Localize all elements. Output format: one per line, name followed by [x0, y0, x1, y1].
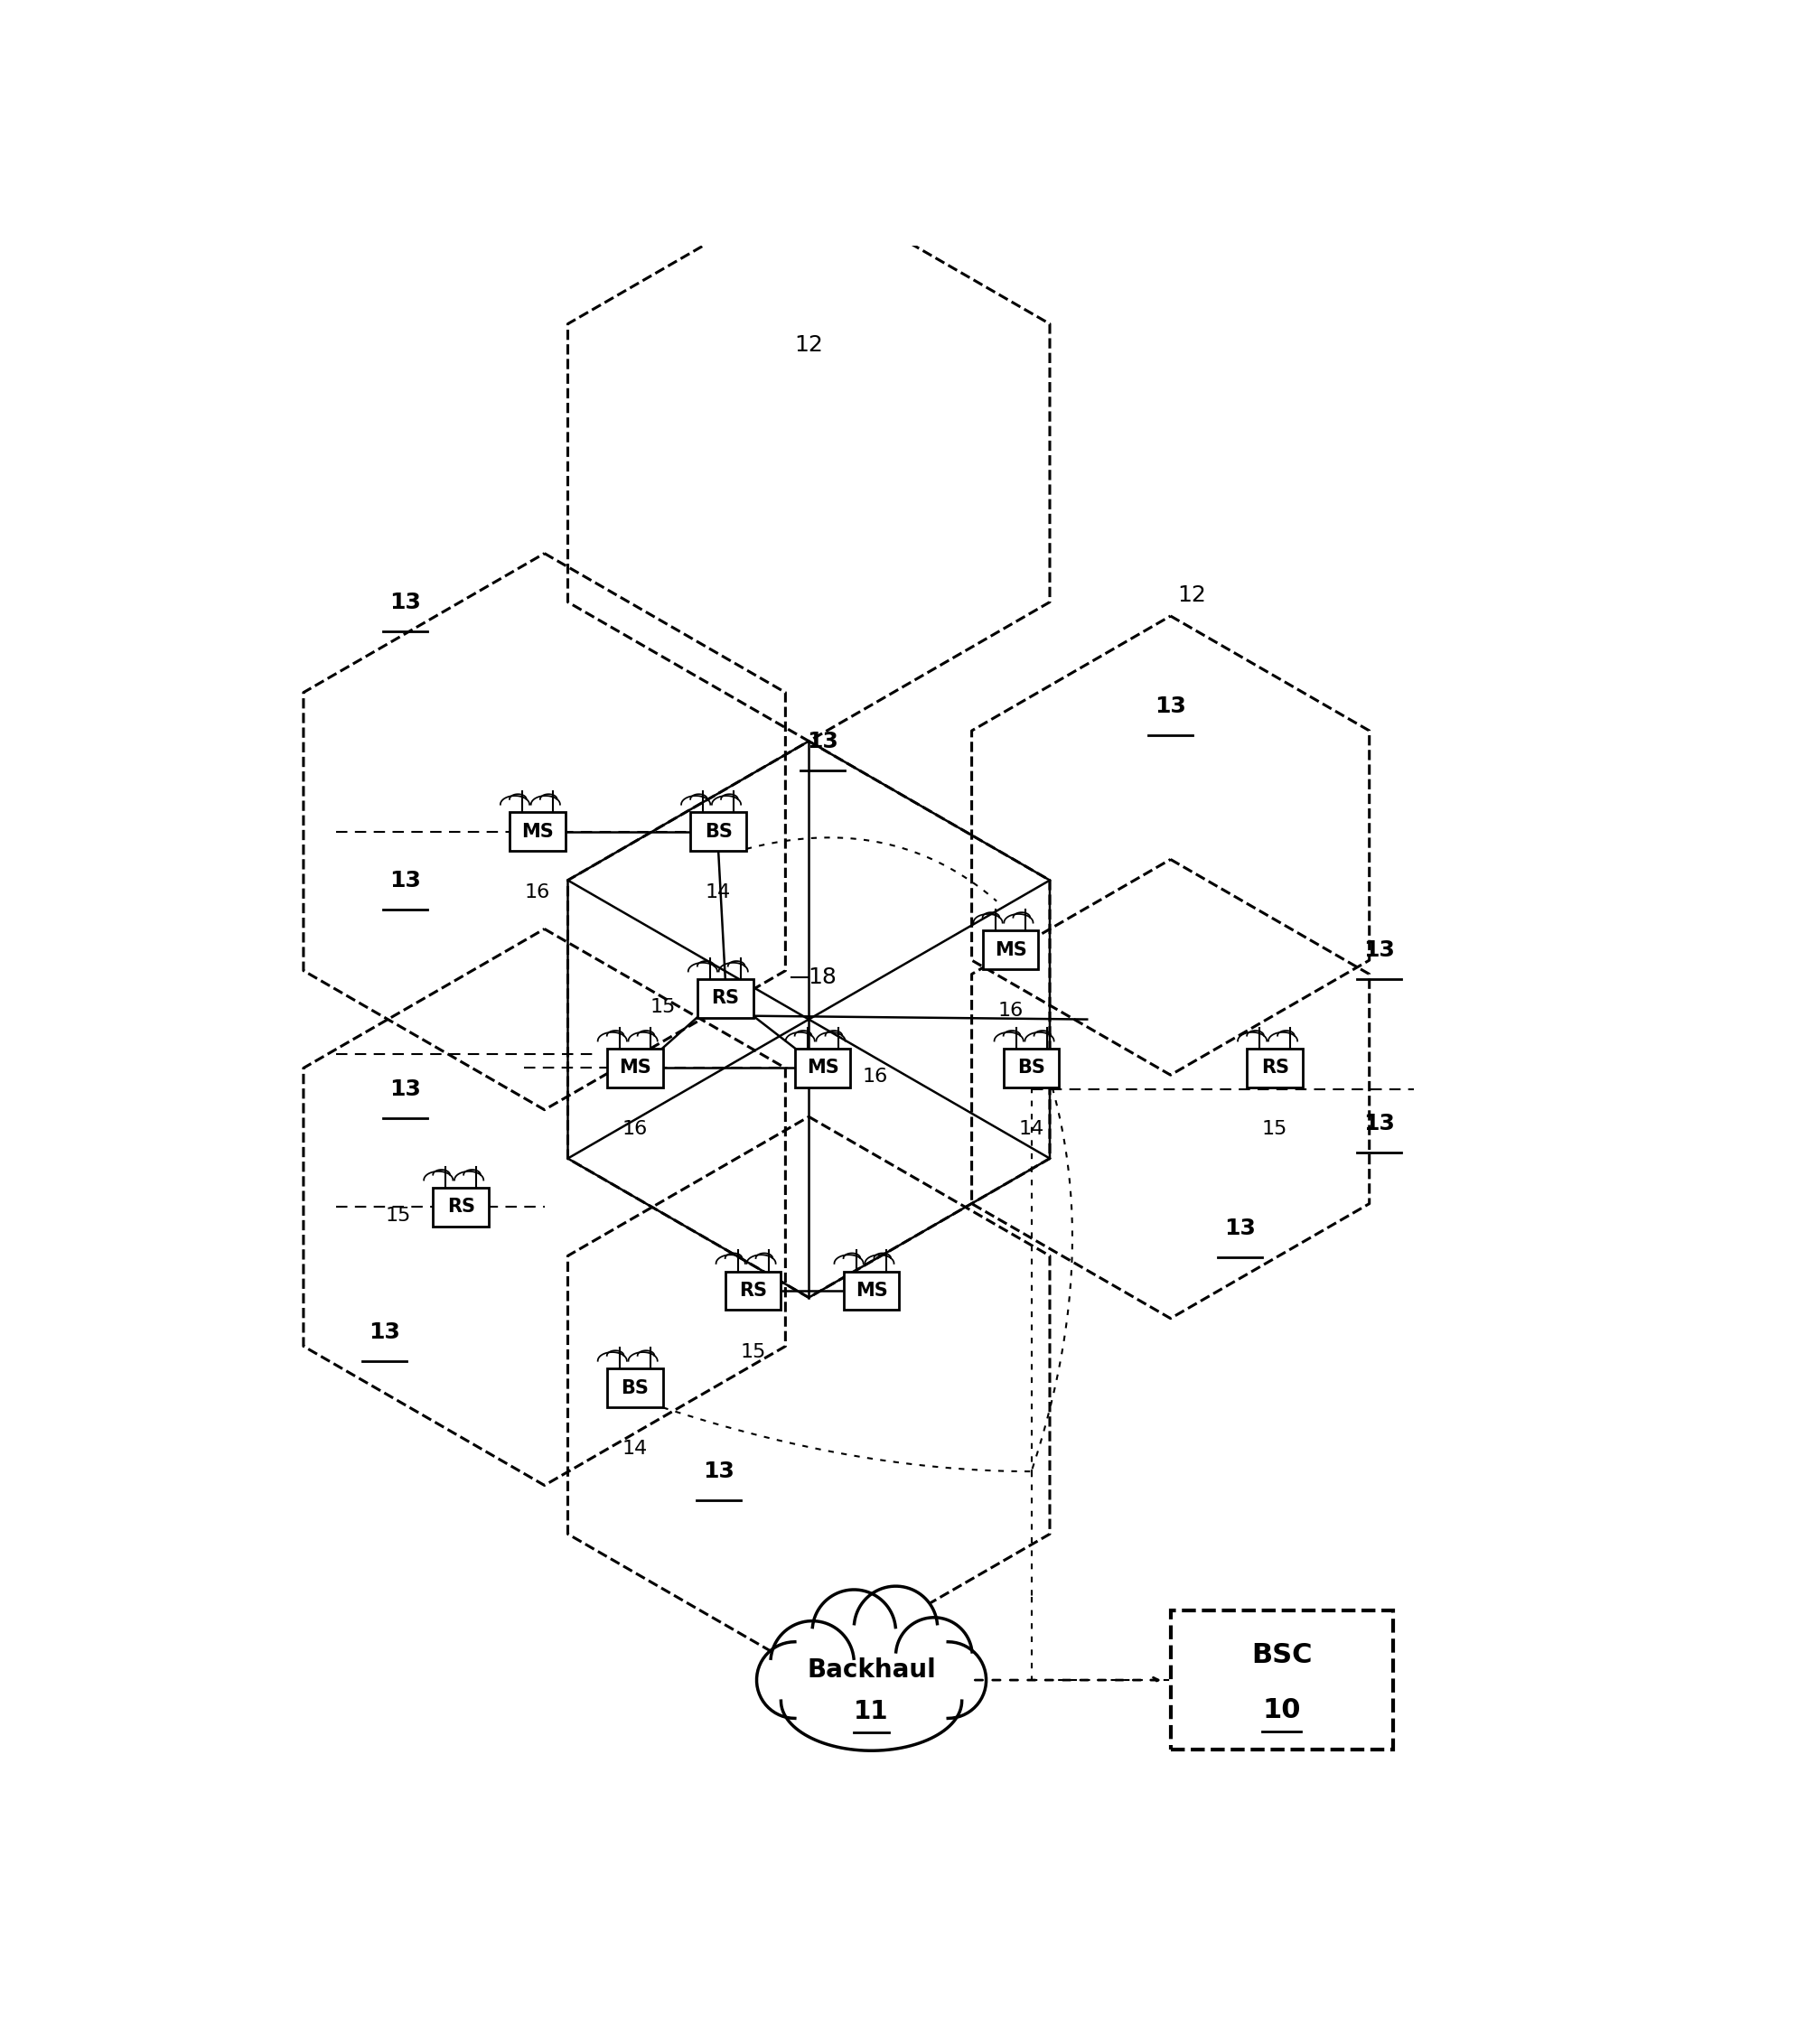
Text: BSC: BSC: [1251, 1641, 1312, 1668]
Bar: [726, 1271, 780, 1310]
Text: 14: 14: [623, 1441, 648, 1457]
Text: 13: 13: [368, 1322, 401, 1343]
Circle shape: [771, 1621, 855, 1705]
Text: 12: 12: [795, 333, 824, 356]
Text: 15: 15: [1261, 1120, 1287, 1139]
Text: 13: 13: [1225, 1216, 1256, 1239]
Bar: [1171, 1611, 1394, 1750]
Bar: [690, 811, 746, 850]
Text: 13: 13: [1363, 1112, 1396, 1134]
Text: 16: 16: [862, 1069, 888, 1085]
Text: RS: RS: [711, 989, 739, 1008]
Circle shape: [855, 1586, 938, 1670]
Bar: [982, 930, 1038, 969]
Text: 18: 18: [808, 967, 837, 989]
Text: 12: 12: [1176, 585, 1205, 605]
Text: 16: 16: [998, 1002, 1024, 1020]
Text: MS: MS: [855, 1282, 888, 1300]
Bar: [844, 1271, 898, 1310]
Text: 13: 13: [390, 1077, 421, 1100]
Text: BS: BS: [1018, 1059, 1045, 1077]
Text: BS: BS: [621, 1380, 648, 1396]
Bar: [434, 1188, 488, 1226]
Text: 15: 15: [385, 1208, 412, 1224]
Text: MS: MS: [995, 940, 1027, 959]
Text: 16: 16: [623, 1120, 648, 1139]
Bar: [606, 1369, 662, 1406]
Text: 15: 15: [650, 997, 675, 1016]
Bar: [606, 1049, 662, 1087]
Text: RS: RS: [1261, 1059, 1289, 1077]
Circle shape: [813, 1590, 897, 1674]
Text: BS: BS: [704, 822, 731, 840]
Text: 13: 13: [702, 1461, 733, 1482]
Text: RS: RS: [739, 1282, 768, 1300]
Text: 16: 16: [525, 883, 550, 901]
Text: MS: MS: [521, 822, 554, 840]
Text: MS: MS: [806, 1059, 839, 1077]
Text: 15: 15: [741, 1343, 766, 1361]
Text: 13: 13: [1154, 695, 1187, 717]
Circle shape: [795, 1602, 947, 1758]
Text: Backhaul: Backhaul: [808, 1658, 937, 1682]
Text: 14: 14: [1018, 1120, 1044, 1139]
Text: 13: 13: [390, 869, 421, 891]
Circle shape: [897, 1617, 973, 1694]
Text: RS: RS: [446, 1198, 476, 1216]
Bar: [1004, 1049, 1060, 1087]
Text: 11: 11: [855, 1699, 889, 1723]
Text: 13: 13: [808, 730, 839, 752]
Text: 14: 14: [706, 883, 731, 901]
Text: MS: MS: [619, 1059, 652, 1077]
Bar: [510, 811, 564, 850]
Text: 13: 13: [390, 591, 421, 613]
Text: 10: 10: [1263, 1699, 1301, 1723]
Bar: [1247, 1049, 1303, 1087]
Text: 12: 12: [795, 1656, 824, 1676]
Bar: [795, 1049, 851, 1087]
Text: 13: 13: [1363, 938, 1396, 961]
Bar: [697, 979, 753, 1018]
